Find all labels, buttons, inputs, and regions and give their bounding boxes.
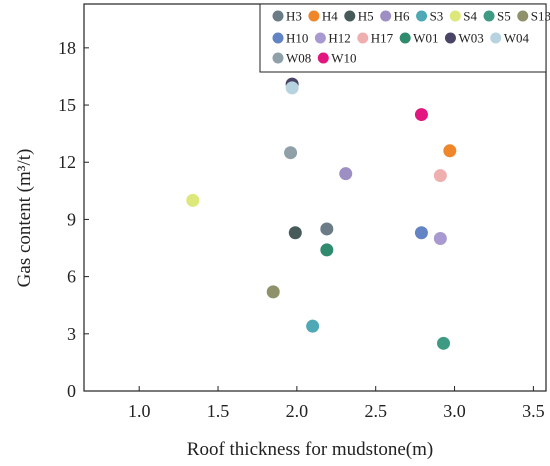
- y-tick-label: 0: [67, 381, 76, 401]
- legend-label-w04: W04: [504, 31, 530, 46]
- x-axis-title: Roof thickness for mudstone(m): [187, 439, 433, 460]
- legend: H3 H4 H5 H6 S3 S4 S5 S13 H10 H12 H17 W01 W03 W04 W08 W1…: [259, 3, 550, 73]
- x-tick-label: 2.0: [286, 401, 309, 421]
- point-h5: [288, 226, 302, 240]
- legend-label-w01: W01: [413, 31, 438, 46]
- legend-marker-h12: [314, 32, 326, 44]
- x-tick-label: 2.5: [364, 401, 387, 421]
- point-w08: [284, 146, 298, 160]
- y-tick-label: 6: [67, 267, 76, 287]
- y-axis-ticks: 0 3 6 9 12 15 18: [58, 38, 89, 401]
- point-h17: [433, 169, 447, 183]
- legend-marker-h6: [380, 10, 392, 22]
- legend-label-h6: H6: [394, 9, 410, 24]
- legend-label-s5: S5: [497, 9, 511, 24]
- legend-label-h4: H4: [322, 9, 338, 24]
- y-tick-label: 9: [67, 209, 76, 229]
- legend-label-w10: W10: [331, 51, 356, 66]
- point-w01: [320, 243, 334, 257]
- legend-label-s3: S3: [430, 9, 444, 24]
- point-s5: [437, 336, 451, 350]
- x-tick-label: 1.0: [128, 401, 151, 421]
- y-axis-title: Gas content (m³/t): [14, 149, 35, 288]
- legend-label-w08: W08: [286, 51, 311, 66]
- point-h12: [433, 231, 447, 245]
- legend-label-s4: S4: [463, 9, 477, 24]
- legend-label-h3: H3: [286, 9, 302, 24]
- legend-marker-s5: [483, 10, 495, 22]
- legend-marker-s13: [517, 10, 529, 22]
- legend-marker-w01: [399, 32, 411, 44]
- x-tick-label: 1.5: [207, 401, 230, 421]
- legend-label-h12: H12: [328, 31, 350, 46]
- legend-label-h17: H17: [371, 31, 394, 46]
- legend-marker-w10: [317, 52, 329, 64]
- legend-label-w03: W03: [458, 31, 483, 46]
- legend-marker-h10: [272, 32, 284, 44]
- point-w10: [414, 108, 428, 122]
- legend-marker-w04: [490, 32, 502, 44]
- legend-marker-s3: [416, 10, 428, 22]
- x-tick-label: 3.5: [522, 401, 545, 421]
- legend-marker-h17: [357, 32, 369, 44]
- point-s3: [306, 319, 320, 333]
- legend-label-h10: H10: [286, 31, 308, 46]
- legend-label-s13: S13: [531, 9, 550, 24]
- point-h4: [443, 144, 457, 158]
- legend-label-h5: H5: [358, 9, 374, 24]
- y-tick-label: 15: [58, 95, 76, 115]
- y-tick-label: 3: [67, 324, 76, 344]
- point-h3: [320, 222, 334, 236]
- legend-marker-w08: [272, 52, 284, 64]
- x-tick-label: 3.0: [443, 401, 466, 421]
- legend-marker-s4: [449, 10, 461, 22]
- legend-marker-w03: [444, 32, 456, 44]
- legend-marker-h4: [308, 10, 320, 22]
- legend-marker-h5: [344, 10, 356, 22]
- data-points: [186, 77, 457, 350]
- point-h6: [339, 167, 353, 181]
- y-tick-label: 12: [58, 152, 76, 172]
- point-s13: [266, 285, 280, 299]
- point-w04: [285, 81, 299, 95]
- point-h10: [414, 226, 428, 240]
- point-s4: [186, 193, 200, 207]
- y-tick-label: 18: [58, 38, 76, 58]
- legend-marker-h3: [272, 10, 284, 22]
- x-axis-ticks: 1.0 1.5 2.0 2.5 3.0 3.5: [128, 386, 545, 421]
